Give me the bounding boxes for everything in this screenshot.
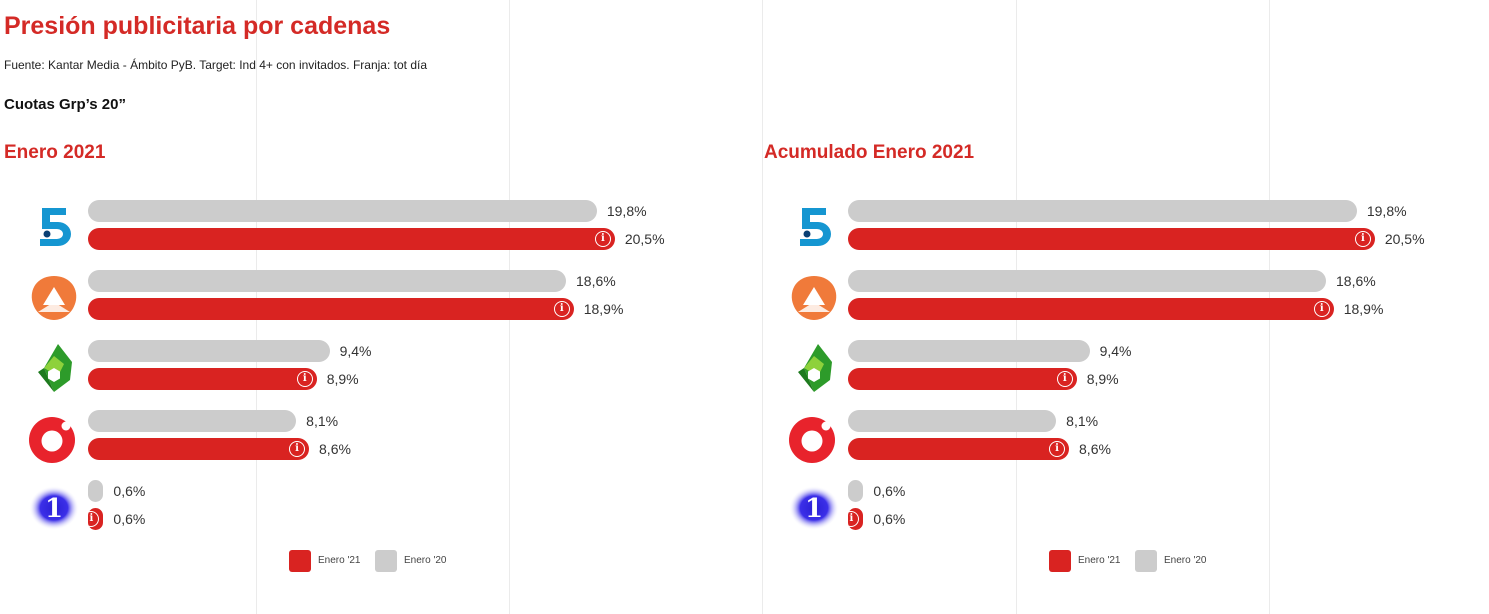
- bar-current[interactable]: i: [88, 438, 310, 460]
- lasexta-logo: [28, 342, 80, 394]
- bar-previous: [848, 480, 864, 502]
- legend-label-current: Enero '21: [318, 555, 361, 566]
- page-title: Presión publicitaria por cadenas: [4, 12, 391, 40]
- legend-label-previous: Enero '20: [1164, 555, 1207, 566]
- bar-previous: [88, 480, 104, 502]
- data-label-current: 0,6%: [113, 511, 146, 527]
- legend: Enero '21 Enero '20: [1049, 550, 1249, 574]
- bar-current[interactable]: i: [848, 438, 1070, 460]
- legend-swatch-previous: [1135, 550, 1157, 572]
- bar-previous: [848, 200, 1357, 222]
- telecinco-logo: [788, 202, 840, 254]
- bar-current[interactable]: i: [83, 508, 104, 530]
- info-icon[interactable]: i: [594, 231, 611, 247]
- telecinco-logo: [28, 202, 80, 254]
- data-label-current: 20,5%: [1384, 231, 1425, 247]
- data-label-current: 8,6%: [319, 441, 351, 457]
- data-label-current: 0,6%: [873, 511, 906, 527]
- gridline: [762, 0, 763, 614]
- legend-swatch-current: [289, 550, 311, 572]
- data-label-previous: 9,4%: [339, 343, 372, 359]
- bar-current[interactable]: i: [843, 508, 864, 530]
- info-icon[interactable]: i: [83, 511, 100, 527]
- info-icon[interactable]: i: [289, 441, 306, 457]
- panel-title: Acumulado Enero 2021: [764, 142, 975, 163]
- bar-current[interactable]: i: [848, 298, 1334, 320]
- lasexta-logo: [788, 342, 840, 394]
- bar-previous: [848, 270, 1327, 292]
- data-label-previous: 9,4%: [1099, 343, 1132, 359]
- chart-panel-cumulative: Acumulado Enero 2021 19,8% i 20,5% 18,6% i 18…: [764, 140, 1425, 590]
- data-label-previous: 18,6%: [1336, 273, 1376, 289]
- bar-previous: [88, 200, 597, 222]
- data-label-previous: 0,6%: [113, 483, 146, 499]
- bar-current[interactable]: i: [88, 298, 574, 320]
- bar-current[interactable]: i: [88, 368, 317, 390]
- info-icon[interactable]: i: [1354, 231, 1371, 247]
- data-label-previous: 8,1%: [306, 413, 339, 429]
- data-label-previous: 8,1%: [1066, 413, 1099, 429]
- legend-swatch-current: [1049, 550, 1071, 572]
- antena3-logo: [788, 272, 840, 324]
- data-label-previous: 19,8%: [606, 203, 647, 219]
- info-icon[interactable]: i: [1049, 441, 1066, 457]
- data-label-previous: 18,6%: [576, 273, 616, 289]
- source-note: Fuente: Kantar Media - Ámbito PyB. Targe…: [4, 58, 428, 72]
- legend: Enero '21 Enero '20: [289, 550, 489, 574]
- chart-panel-monthly: Enero 2021 19,8% i 20,5% 18,6% i 18,9% 9,4% i 8,…: [4, 140, 665, 590]
- info-icon[interactable]: i: [296, 371, 313, 387]
- panel-title: Enero 2021: [4, 142, 106, 163]
- antena3-logo: [28, 272, 80, 324]
- data-label-current: 8,6%: [1079, 441, 1111, 457]
- bar-previous: [848, 410, 1057, 432]
- la1-logo: 1: [788, 482, 840, 534]
- svg-text:1: 1: [805, 494, 823, 524]
- data-label-previous: 19,8%: [1366, 203, 1407, 219]
- data-label-current: 8,9%: [1086, 371, 1119, 387]
- legend-swatch-previous: [375, 550, 397, 572]
- data-label-current: 18,9%: [583, 301, 624, 317]
- metric-label: Cuotas Grp’s 20”: [4, 96, 126, 113]
- info-icon[interactable]: i: [1056, 371, 1073, 387]
- bar-current[interactable]: i: [848, 228, 1375, 250]
- bar-previous: [848, 340, 1090, 362]
- bar-previous: [88, 410, 297, 432]
- info-icon[interactable]: i: [1313, 301, 1330, 317]
- bar-previous: [88, 270, 567, 292]
- legend-label-current: Enero '21: [1078, 555, 1121, 566]
- data-label-current: 8,9%: [326, 371, 359, 387]
- svg-text:1: 1: [45, 494, 63, 524]
- legend-label-previous: Enero '20: [404, 555, 447, 566]
- info-icon[interactable]: i: [843, 511, 860, 527]
- cuatro-logo: [788, 412, 840, 464]
- bar-current[interactable]: i: [88, 228, 615, 250]
- la1-logo: 1: [28, 482, 80, 534]
- info-icon[interactable]: i: [553, 301, 570, 317]
- data-label-current: 20,5%: [624, 231, 665, 247]
- data-label-previous: 0,6%: [873, 483, 906, 499]
- bar-previous: [88, 340, 330, 362]
- bar-current[interactable]: i: [848, 368, 1077, 390]
- cuatro-logo: [28, 412, 80, 464]
- data-label-current: 18,9%: [1343, 301, 1384, 317]
